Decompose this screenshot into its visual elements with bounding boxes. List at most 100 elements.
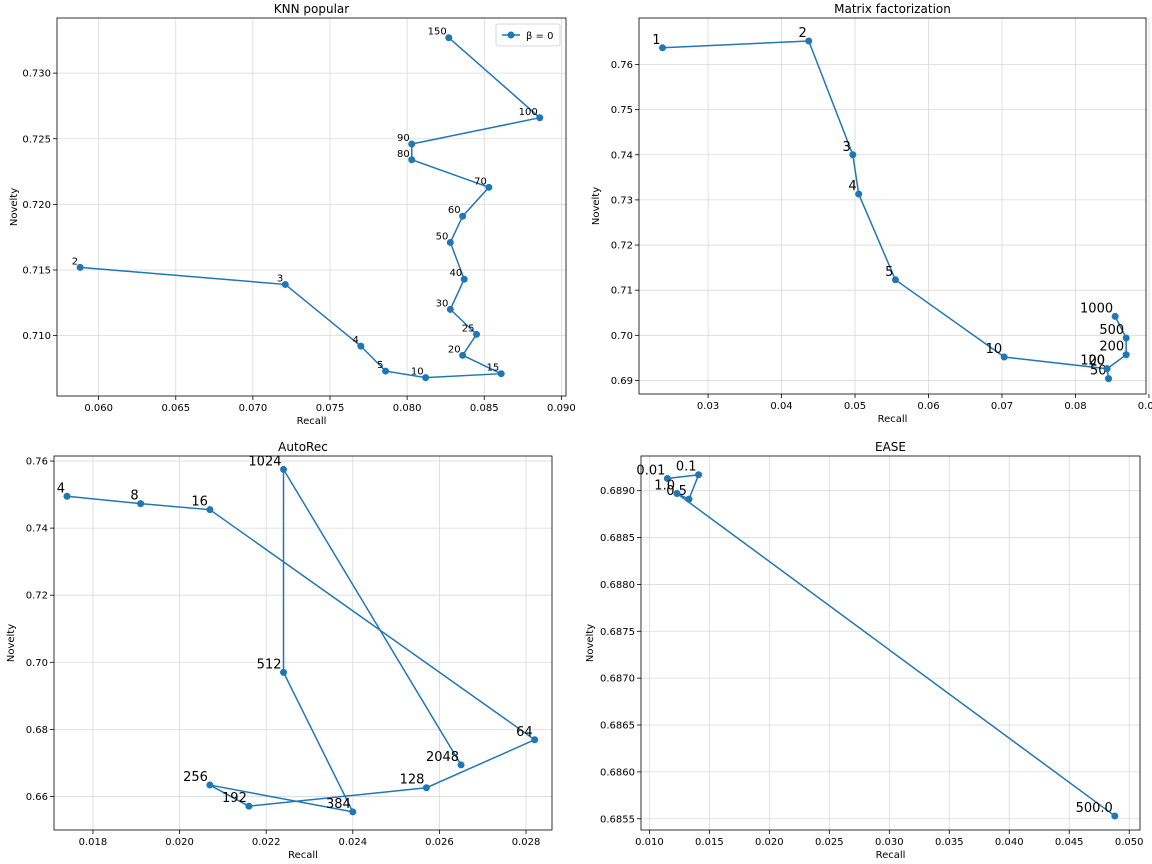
x-tick-label: 0.065 [161, 403, 190, 414]
x-tick-label: 0.045 [1055, 837, 1084, 848]
data-point [446, 238, 454, 246]
y-axis-label: Novelty [591, 187, 602, 225]
y-tick-label: 0.76 [611, 60, 633, 71]
data-point [382, 367, 390, 375]
axes-frame [53, 455, 553, 831]
point-label: 10 [986, 342, 1003, 357]
point-label: 4 [57, 481, 65, 496]
point-label: 200 [1099, 340, 1124, 355]
point-label: 500.0 [1076, 801, 1113, 816]
data-point [137, 500, 145, 508]
point-label: 1024 [248, 454, 281, 469]
data-point [849, 151, 857, 159]
data-point [280, 465, 288, 473]
y-tick-label: 0.6870 [600, 674, 635, 685]
point-label: 0.01 [636, 463, 665, 478]
x-tick-label: 0.070 [239, 403, 268, 414]
x-tick-label: 0.040 [995, 837, 1024, 848]
x-tick-label: 0.03 [697, 401, 719, 412]
subplot-1: 0.060 0.065 0.070 0.075 0.080 0.085 0.090 0.710… [9, 2, 576, 427]
data-point [1111, 312, 1119, 320]
y-tick-label: 0.76 [26, 457, 48, 468]
point-label: 512 [257, 657, 282, 672]
y-axis-label: Novelty [9, 188, 20, 226]
point-label: 40 [449, 268, 462, 279]
point-label: 2 [72, 256, 78, 267]
y-tick-label: 0.6880 [600, 580, 635, 591]
point-label: 3 [277, 273, 283, 284]
x-tick-label: 0.018 [79, 837, 108, 848]
data-point [1111, 812, 1119, 820]
point-label: 20 [448, 344, 461, 355]
y-tick-label: 0.70 [611, 331, 633, 342]
data-point [206, 506, 214, 514]
y-tick-label: 0.6890 [600, 486, 635, 497]
data-point [531, 736, 539, 744]
y-tick-label: 0.6875 [600, 627, 635, 638]
y-axis-label: Novelty [6, 624, 17, 662]
data-point [459, 212, 467, 220]
point-label: 8 [130, 489, 138, 504]
data-point [457, 761, 465, 769]
x-tick-label: 0.05 [844, 401, 866, 412]
point-label: 16 [191, 495, 208, 510]
data-point [473, 330, 481, 338]
chart-title: EASE [875, 440, 906, 454]
data-point [445, 34, 453, 42]
data-point [446, 305, 454, 313]
point-label: 100 [1080, 354, 1105, 369]
data-point [536, 114, 544, 122]
data-point [685, 495, 693, 503]
point-label: 30 [436, 298, 449, 309]
x-tick-label: 0.015 [695, 837, 724, 848]
data-point [63, 492, 71, 500]
data-point [695, 471, 703, 479]
data-point [673, 489, 681, 497]
axes-frame [640, 455, 1141, 831]
x-tick-label: 0.09 [1138, 401, 1152, 412]
series-line [66, 466, 537, 813]
y-tick-label: 0.6885 [600, 533, 635, 544]
data-point [1103, 365, 1111, 373]
y-tick-label: 0.720 [22, 200, 51, 211]
point-label: 2 [798, 26, 806, 41]
x-tick-label: 0.010 [635, 837, 664, 848]
x-tick-label: 0.022 [252, 837, 281, 848]
data-point [805, 37, 813, 45]
data-point [1122, 334, 1130, 342]
point-label: 50 [436, 231, 449, 242]
y-tick-label: 0.725 [22, 134, 51, 145]
legend-entry: β = 0 [526, 31, 553, 42]
point-label: 64 [516, 725, 533, 740]
x-tick-label: 0.060 [84, 403, 113, 414]
point-label: 128 [400, 773, 425, 788]
x-tick-label: 0.020 [755, 837, 784, 848]
x-tick-label: 0.050 [1115, 837, 1144, 848]
point-label: 60 [448, 205, 461, 216]
subplot-3: 0.018 0.020 0.022 0.024 0.026 0.028 0.66 0.68 0.… [6, 440, 553, 861]
data-point [855, 190, 863, 198]
y-tick-label: 0.70 [26, 658, 48, 669]
point-label: 192 [222, 791, 247, 806]
x-tick-label: 0.026 [425, 837, 454, 848]
point-label: 3 [843, 140, 851, 155]
y-tick-label: 0.66 [26, 792, 48, 803]
data-point [485, 183, 493, 191]
y-tick-label: 0.74 [611, 150, 633, 161]
x-tick-label: 0.028 [512, 837, 541, 848]
x-tick-label: 0.080 [393, 403, 422, 414]
x-tick-label: 0.06 [917, 401, 939, 412]
point-label: 4 [352, 335, 358, 346]
point-label: 90 [397, 133, 410, 144]
point-label: 100 [519, 107, 538, 118]
data-point [460, 275, 468, 283]
y-tick-label: 0.71 [611, 286, 633, 297]
data-point [245, 802, 253, 810]
point-label: 0.1 [676, 460, 697, 475]
data-point [76, 263, 84, 271]
x-axis-label: Recall [288, 850, 318, 861]
legend-marker [507, 31, 515, 39]
chart-title: KNN popular [274, 2, 350, 16]
data-point [663, 474, 671, 482]
y-tick-label: 0.715 [22, 266, 51, 277]
